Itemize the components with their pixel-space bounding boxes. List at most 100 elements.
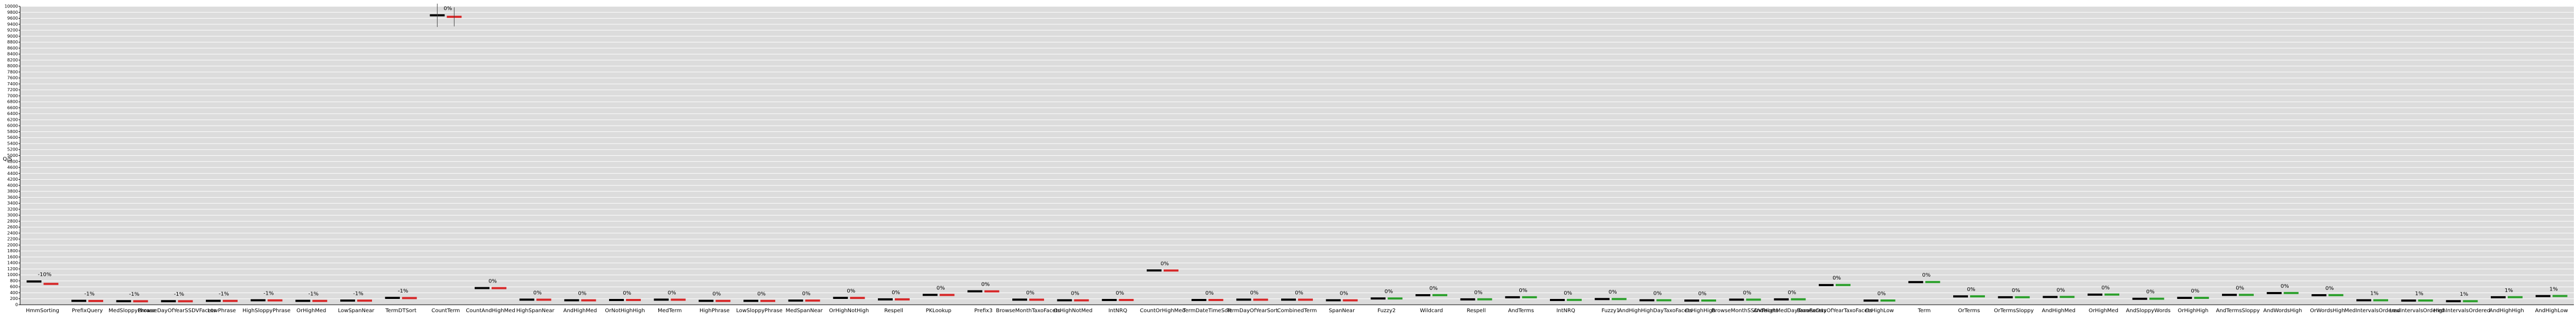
x-tick-label: Respell xyxy=(1467,308,1486,314)
data-label: 0% xyxy=(892,290,900,296)
data-label: 0% xyxy=(1474,290,1483,296)
y-tick-label: 9000 xyxy=(7,34,18,39)
data-label: -1% xyxy=(264,291,274,297)
data-label: 0% xyxy=(1115,290,1124,296)
x-tick-label: OrHighMed xyxy=(296,308,326,314)
x-tick-label: CountOrHighMed xyxy=(1140,308,1185,314)
x-tick-label: OrHighMed xyxy=(2089,308,2118,314)
y-tick-label: 7400 xyxy=(7,82,18,86)
y-tick-label: 1200 xyxy=(7,267,18,271)
x-tick-label: MedSpanNear xyxy=(786,308,823,314)
data-label: 1% xyxy=(2505,288,2513,294)
y-tick-label: 3000 xyxy=(7,213,18,218)
y-tick-label: 2200 xyxy=(7,237,18,242)
y-tick-label: 200 xyxy=(10,296,18,301)
y-tick-label: 7800 xyxy=(7,69,18,74)
y-tick-label: 1000 xyxy=(7,272,18,277)
x-tick-label: SpanNear xyxy=(1329,308,1355,314)
x-tick-label: OrHighNotMed xyxy=(1054,308,1093,314)
data-label: 0% xyxy=(623,290,631,296)
y-tick-label: 8000 xyxy=(7,64,18,68)
x-tick-label: PrefixQuery xyxy=(72,308,103,314)
x-tick-label: AndHighMed xyxy=(564,308,597,314)
data-label: 0% xyxy=(1519,288,1527,294)
x-tick-label: AndTermsSloppy xyxy=(2216,308,2260,314)
x-tick-label: TermDateTimeSort xyxy=(1182,308,1232,314)
data-label: 0% xyxy=(488,278,497,284)
y-tick-label: 600 xyxy=(10,285,18,289)
data-label: 0% xyxy=(1384,289,1393,295)
x-tick-label: MedTerm xyxy=(658,308,682,314)
y-tick-label: 8800 xyxy=(7,40,18,45)
data-label: 0% xyxy=(1698,291,1707,297)
y-tick-label: 2600 xyxy=(7,225,18,229)
data-label: 0% xyxy=(1922,272,1930,278)
data-label: 0% xyxy=(847,288,855,294)
x-tick-label: AndSloppyWords xyxy=(2126,308,2171,314)
data-label: 0% xyxy=(1340,291,1348,297)
x-tick-label: LowSpanNear xyxy=(338,308,375,314)
data-label: 0% xyxy=(2012,288,2020,294)
data-label: 0% xyxy=(2281,284,2289,289)
data-label: 0% xyxy=(2325,286,2334,292)
y-tick-label: 400 xyxy=(10,290,18,295)
data-label: -1% xyxy=(219,292,229,297)
data-label: 0% xyxy=(668,290,676,296)
y-tick-label: 800 xyxy=(10,278,18,283)
y-tick-label: 2400 xyxy=(7,231,18,235)
data-label: -1% xyxy=(174,292,184,297)
x-axis: HmmSorting PrefixQuery MedSloppyPhraseBrow… xyxy=(26,308,2568,314)
data-label: -10% xyxy=(38,272,51,278)
y-tick-label: 9600 xyxy=(7,16,18,21)
x-tick-label: Fuzzy2 xyxy=(1377,308,1395,314)
y-tick-label: 0 xyxy=(15,303,18,307)
x-tick-label: Prefix3 xyxy=(974,308,992,314)
y-tick-label: 8200 xyxy=(7,58,18,63)
y-tick-label: 1600 xyxy=(7,254,18,259)
x-tick-label: IntNRQ xyxy=(1109,308,1128,314)
x-tick-label: OrHighHigh xyxy=(2178,308,2208,314)
data-label: 0% xyxy=(2191,288,2199,294)
grid-lines xyxy=(20,6,2574,305)
y-tick-label: 2800 xyxy=(7,219,18,224)
data-label: 0% xyxy=(443,6,452,12)
x-tick-label: Fuzzy1 xyxy=(1602,308,1620,314)
data-label: 0% xyxy=(578,291,586,297)
data-label: 0% xyxy=(1295,290,1303,296)
y-tick-label: 5400 xyxy=(7,141,18,146)
x-tick-label: OrWordsHigh xyxy=(2310,308,2345,314)
x-tick-label: BrowseDayOfYearSSDVFacets xyxy=(138,308,216,314)
data-label: 0% xyxy=(1250,290,1258,296)
x-tick-label: BrowseMonthTaxoFacets xyxy=(996,308,1060,314)
x-tick-label: AndTerms xyxy=(1508,308,1534,314)
x-tick-label: AndHighLow xyxy=(2535,308,2568,314)
y-tick-label: 9800 xyxy=(7,10,18,15)
x-tick-label: CountAndHighMed xyxy=(466,308,515,314)
x-tick-label: LowPhrase xyxy=(207,308,236,314)
data-label: 0% xyxy=(712,292,721,297)
x-tick-label: AndHighMedDayTaxoFacets xyxy=(1754,308,1826,314)
x-tick-label: OrHighHigh xyxy=(1685,308,1716,314)
y-tick-label: 9200 xyxy=(7,28,18,33)
y-tick-label: 8600 xyxy=(7,46,18,50)
y-tick-label: 5200 xyxy=(7,147,18,152)
data-label: 0% xyxy=(2236,285,2244,291)
x-tick-label: Respell xyxy=(884,308,903,314)
x-tick-label: TermDayOfYearSort xyxy=(1226,308,1278,314)
data-label: 1% xyxy=(2460,292,2468,297)
chart-marks: -10% -1% -1% -1% -1% -1% -1% -1% -1% 0% 0% 0% 0% 0% 0%… xyxy=(26,3,2568,303)
x-tick-label: OrTerms xyxy=(1958,308,1980,314)
x-tick-label: Wildcard xyxy=(1420,308,1443,314)
y-tick-label: 6800 xyxy=(7,100,18,104)
y-tick-label: 7600 xyxy=(7,76,18,81)
y-tick-label: 3400 xyxy=(7,201,18,206)
x-tick-label: HighPhrase xyxy=(700,308,730,314)
data-label: 0% xyxy=(802,291,811,297)
y-tick-label: 2000 xyxy=(7,243,18,248)
x-tick-label: HighIntervalsOrdered xyxy=(2434,308,2490,314)
x-tick-label: Term xyxy=(1917,308,1930,314)
x-tick-label: LowIntervalsOrdered xyxy=(2390,308,2445,314)
data-label: 1% xyxy=(2550,287,2558,293)
y-tick-label: 10000 xyxy=(5,4,18,9)
